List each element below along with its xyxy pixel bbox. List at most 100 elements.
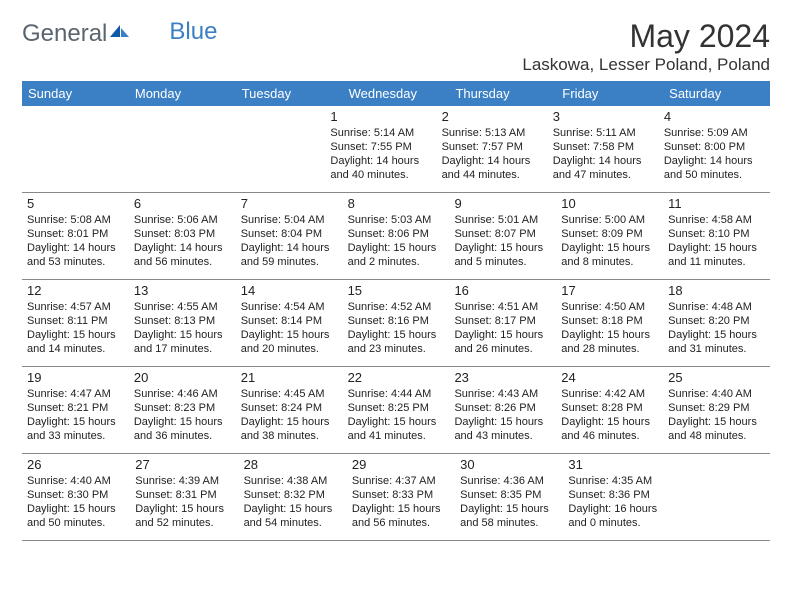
sunrise-text: Sunrise: 5:00 AM	[561, 214, 658, 228]
day-cell: 14Sunrise: 4:54 AMSunset: 8:14 PMDayligh…	[236, 280, 343, 366]
daylight-text: Daylight: 15 hours and 46 minutes.	[561, 416, 658, 444]
daylight-text: Daylight: 14 hours and 56 minutes.	[134, 242, 231, 270]
daylight-text: Daylight: 15 hours and 26 minutes.	[454, 329, 551, 357]
day-number: 16	[454, 283, 551, 299]
day-number: 20	[134, 370, 231, 386]
day-number: 15	[348, 283, 445, 299]
sunset-text: Sunset: 8:32 PM	[244, 489, 342, 503]
day-number: 14	[241, 283, 338, 299]
day-header: Wednesday	[343, 81, 450, 106]
sunset-text: Sunset: 8:07 PM	[454, 228, 551, 242]
sunset-text: Sunset: 7:58 PM	[553, 141, 654, 155]
day-number: 21	[241, 370, 338, 386]
day-number: 10	[561, 196, 658, 212]
day-cell: 2Sunrise: 5:13 AMSunset: 7:57 PMDaylight…	[437, 106, 548, 192]
day-number: 26	[27, 457, 125, 473]
day-cell: 4Sunrise: 5:09 AMSunset: 8:00 PMDaylight…	[659, 106, 770, 192]
daylight-text: Daylight: 15 hours and 41 minutes.	[348, 416, 445, 444]
day-header: Saturday	[663, 81, 770, 106]
sunset-text: Sunset: 8:13 PM	[134, 315, 231, 329]
daylight-text: Daylight: 14 hours and 40 minutes.	[330, 155, 431, 183]
day-cell: 22Sunrise: 4:44 AMSunset: 8:25 PMDayligh…	[343, 367, 450, 453]
sunset-text: Sunset: 8:10 PM	[668, 228, 765, 242]
day-cell: 7Sunrise: 5:04 AMSunset: 8:04 PMDaylight…	[236, 193, 343, 279]
sunset-text: Sunset: 8:11 PM	[27, 315, 124, 329]
sunset-text: Sunset: 8:28 PM	[561, 402, 658, 416]
daylight-text: Daylight: 14 hours and 59 minutes.	[241, 242, 338, 270]
daylight-text: Daylight: 14 hours and 47 minutes.	[553, 155, 654, 183]
day-cell: 27Sunrise: 4:39 AMSunset: 8:31 PMDayligh…	[130, 454, 238, 540]
day-cell: 23Sunrise: 4:43 AMSunset: 8:26 PMDayligh…	[449, 367, 556, 453]
daylight-text: Daylight: 15 hours and 5 minutes.	[454, 242, 551, 270]
sunset-text: Sunset: 8:20 PM	[668, 315, 765, 329]
sunset-text: Sunset: 8:03 PM	[134, 228, 231, 242]
day-cell: 16Sunrise: 4:51 AMSunset: 8:17 PMDayligh…	[449, 280, 556, 366]
week-row: 1Sunrise: 5:14 AMSunset: 7:55 PMDaylight…	[22, 106, 770, 193]
calendar-page: General Blue May 2024 Laskowa, Lesser Po…	[0, 0, 792, 553]
week-row: 26Sunrise: 4:40 AMSunset: 8:30 PMDayligh…	[22, 454, 770, 541]
day-number: 3	[553, 109, 654, 125]
daylight-text: Daylight: 15 hours and 31 minutes.	[668, 329, 765, 357]
daylight-text: Daylight: 15 hours and 28 minutes.	[561, 329, 658, 357]
daylight-text: Daylight: 15 hours and 43 minutes.	[454, 416, 551, 444]
logo-text-gray: General	[22, 20, 107, 48]
day-number: 31	[568, 457, 666, 473]
logo: General Blue	[22, 18, 217, 48]
month-title: May 2024	[522, 18, 770, 55]
day-header-row: SundayMondayTuesdayWednesdayThursdayFrid…	[22, 81, 770, 106]
daylight-text: Daylight: 15 hours and 11 minutes.	[668, 242, 765, 270]
title-block: May 2024 Laskowa, Lesser Poland, Poland	[522, 18, 770, 75]
day-cell: 3 Sunrise: 5:11 AMSunset: 7:58 PMDaylight…	[548, 106, 659, 192]
day-number: 9	[454, 196, 551, 212]
day-cell: 18Sunrise: 4:48 AMSunset: 8:20 PMDayligh…	[663, 280, 770, 366]
day-number: 22	[348, 370, 445, 386]
sunrise-text: Sunrise: 4:42 AM	[561, 388, 658, 402]
logo-sail-icon	[109, 23, 131, 46]
day-number: 6	[134, 196, 231, 212]
sunrise-text: Sunrise: 4:39 AM	[135, 475, 233, 489]
sunset-text: Sunset: 8:00 PM	[664, 141, 765, 155]
daylight-text: Daylight: 15 hours and 33 minutes.	[27, 416, 124, 444]
daylight-text: Daylight: 14 hours and 44 minutes.	[442, 155, 543, 183]
sunset-text: Sunset: 8:14 PM	[241, 315, 338, 329]
sunset-text: Sunset: 8:16 PM	[348, 315, 445, 329]
daylight-text: Daylight: 15 hours and 50 minutes.	[27, 503, 125, 531]
week-row: 19Sunrise: 4:47 AMSunset: 8:21 PMDayligh…	[22, 367, 770, 454]
day-cell: 28Sunrise: 4:38 AMSunset: 8:32 PMDayligh…	[239, 454, 347, 540]
sunrise-text: Sunrise: 5:11 AM	[553, 127, 654, 141]
sunset-text: Sunset: 8:24 PM	[241, 402, 338, 416]
sunset-text: Sunset: 8:18 PM	[561, 315, 658, 329]
daylight-text: Daylight: 15 hours and 54 minutes.	[244, 503, 342, 531]
daylight-text: Daylight: 15 hours and 14 minutes.	[27, 329, 124, 357]
day-number: 27	[135, 457, 233, 473]
day-number: 24	[561, 370, 658, 386]
day-header: Tuesday	[236, 81, 343, 106]
day-cell: 30Sunrise: 4:36 AMSunset: 8:35 PMDayligh…	[455, 454, 563, 540]
calendar-grid: SundayMondayTuesdayWednesdayThursdayFrid…	[22, 81, 770, 541]
daylight-text: Daylight: 15 hours and 56 minutes.	[352, 503, 450, 531]
sunrise-text: Sunrise: 5:01 AM	[454, 214, 551, 228]
week-row: 5Sunrise: 5:08 AMSunset: 8:01 PMDaylight…	[22, 193, 770, 280]
empty-day-cell	[224, 106, 325, 192]
day-number: 17	[561, 283, 658, 299]
daylight-text: Daylight: 15 hours and 2 minutes.	[348, 242, 445, 270]
week-row: 12Sunrise: 4:57 AMSunset: 8:11 PMDayligh…	[22, 280, 770, 367]
day-cell: 6Sunrise: 5:06 AMSunset: 8:03 PMDaylight…	[129, 193, 236, 279]
sunset-text: Sunset: 8:17 PM	[454, 315, 551, 329]
sunrise-text: Sunrise: 5:03 AM	[348, 214, 445, 228]
day-cell: 5Sunrise: 5:08 AMSunset: 8:01 PMDaylight…	[22, 193, 129, 279]
sunrise-text: Sunrise: 4:46 AM	[134, 388, 231, 402]
sunrise-text: Sunrise: 4:35 AM	[568, 475, 666, 489]
day-number: 2	[442, 109, 543, 125]
day-header: Monday	[129, 81, 236, 106]
sunrise-text: Sunrise: 4:54 AM	[241, 301, 338, 315]
day-number: 25	[668, 370, 765, 386]
daylight-text: Daylight: 15 hours and 52 minutes.	[135, 503, 233, 531]
sunset-text: Sunset: 8:29 PM	[668, 402, 765, 416]
sunset-text: Sunset: 8:25 PM	[348, 402, 445, 416]
day-cell: 8Sunrise: 5:03 AMSunset: 8:06 PMDaylight…	[343, 193, 450, 279]
daylight-text: Daylight: 16 hours and 0 minutes.	[568, 503, 666, 531]
day-number: 19	[27, 370, 124, 386]
day-number: 12	[27, 283, 124, 299]
day-header: Friday	[556, 81, 663, 106]
